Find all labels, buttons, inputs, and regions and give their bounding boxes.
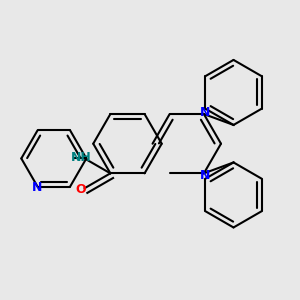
Text: N: N bbox=[200, 169, 210, 182]
Text: NH: NH bbox=[71, 151, 92, 164]
Text: O: O bbox=[76, 184, 86, 196]
Text: N: N bbox=[32, 181, 42, 194]
Text: N: N bbox=[200, 106, 210, 119]
